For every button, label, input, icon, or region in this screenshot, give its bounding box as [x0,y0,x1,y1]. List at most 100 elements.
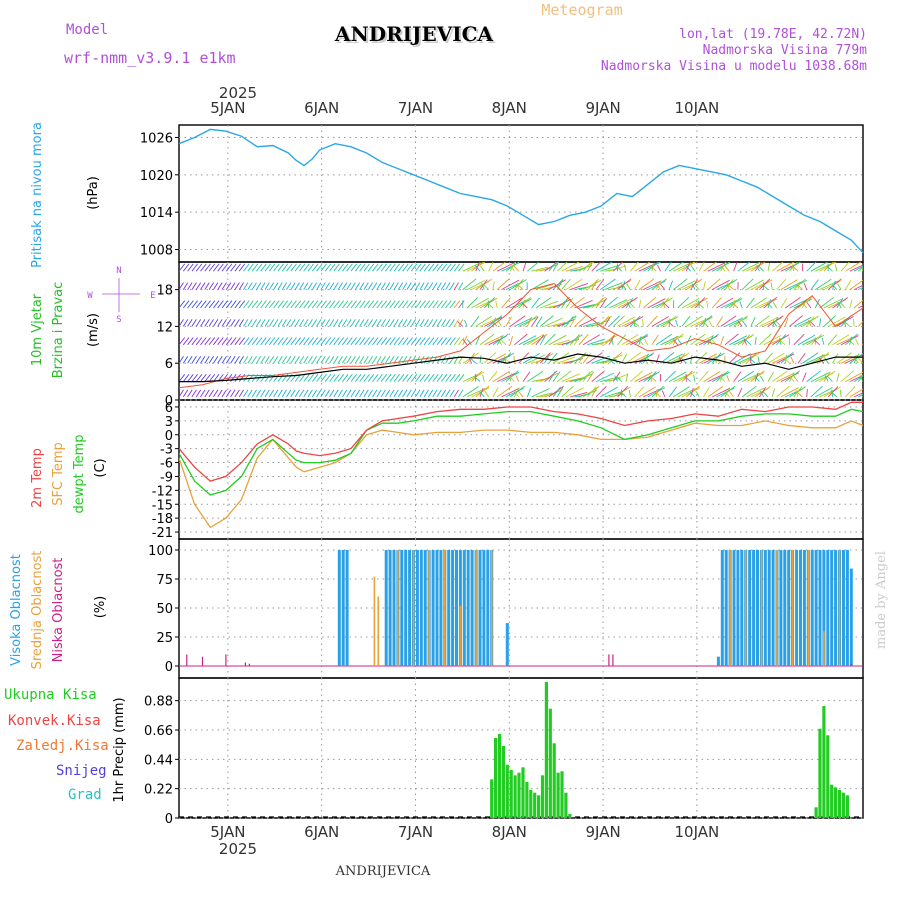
wind-arrow [445,389,451,398]
wind-arrow [187,337,194,346]
wind-arrow [221,282,227,290]
wind-arrow [200,389,206,398]
wind-arrow [402,319,408,327]
wind-arrow [204,389,210,398]
wind-arrow [281,355,287,364]
wind-arrow [742,320,747,327]
wind-arrow [264,300,271,309]
wind-arrow [243,337,250,346]
wind-arrow [663,302,670,309]
wind-arrow [432,282,438,290]
wind-arrow [608,315,620,327]
wind-arrow [432,263,439,272]
wind-arrow [449,337,456,346]
panel-frames [178,124,864,819]
wind-arrow [509,262,516,272]
wind-arrow [655,333,672,346]
wind-arrow [225,300,233,309]
wind-arrow [221,300,228,309]
wind-arrow [827,376,833,382]
low-cloud-bar [186,654,188,666]
wind-arrow [694,297,706,309]
wind-arrow [483,284,489,290]
wind-arrow [380,337,388,346]
wind-arrow [703,281,706,290]
wind-arrow [179,337,186,346]
precip-bar [837,790,842,818]
wind-arrow [504,356,507,364]
high-cloud-bar [752,550,756,666]
wind-arrow [821,337,825,345]
wind-arrow [277,263,284,272]
wind-arrow [539,352,551,364]
wind-arrow [517,284,524,290]
wind-arrow [475,315,492,327]
wind-arrow [728,352,741,364]
wind-arrow [702,320,709,327]
wind-arrow [561,278,571,290]
wind-arrow [802,302,808,309]
wind-arrow [204,282,210,290]
wind-arrow [647,315,658,327]
wind-arrow [333,319,339,327]
wind-arrow [531,388,550,398]
wind-arrow [363,263,370,272]
wind-arrow [845,386,856,398]
wind-arrow [346,389,352,398]
wind-arrow [479,265,485,272]
wind-arrow [531,333,548,346]
wind-arrow [230,355,236,364]
wind-arrow [243,389,249,398]
wind-arrow [260,282,266,290]
wind-arrow [509,336,513,345]
wind-arrow [497,372,516,383]
wind-arrow [217,389,223,398]
wind-arrow [565,297,574,309]
wind-arrow [208,374,216,382]
wind-arrow [824,357,829,364]
wind-arrow [324,337,332,346]
wind-arrow [397,374,405,382]
wind-arrow [780,279,798,290]
wind-arrow [772,370,788,382]
y-tick-label: 0.22 [144,783,173,798]
wind-arrow [789,375,795,382]
wind-arrow [397,337,405,346]
wind-arrow [587,338,606,346]
high-cloud-bar [720,550,724,666]
wind-arrow [307,389,313,398]
wind-arrow [582,262,592,272]
y-tick-label: 100 [148,544,173,559]
high-cloud-bar [345,550,349,666]
wind-arrow [204,374,211,382]
wind-arrow [440,374,448,382]
wind-arrow [836,336,855,346]
wind-arrow [234,282,240,290]
wind-arrow [840,354,860,364]
wind-arrow [643,296,657,309]
wind-arrow [767,262,771,272]
wind-arrow [458,374,465,382]
y-tick-label: 25 [156,631,173,646]
wind-arrow [691,283,696,290]
wind-arrow [243,300,250,309]
wind-arrow [213,282,219,290]
wind-arrow [419,282,425,290]
wind-arrow [179,319,184,327]
wind-arrow [591,279,598,290]
wind-arrow [213,263,220,272]
wind-arrow [299,389,305,398]
y-tick-label: 0.88 [144,695,173,710]
wind-arrow [845,371,863,382]
wind-arrow [591,355,610,364]
y-tick-label: 0 [165,660,173,675]
high-cloud-bar [795,550,799,666]
wind-arrow [277,389,283,398]
wind-arrow [719,376,726,382]
wind-arrow [647,371,657,382]
mid-cloud-bar [823,631,825,666]
wind-arrow [823,298,842,309]
wind-arrow [660,283,666,290]
wind-arrow [247,300,254,309]
